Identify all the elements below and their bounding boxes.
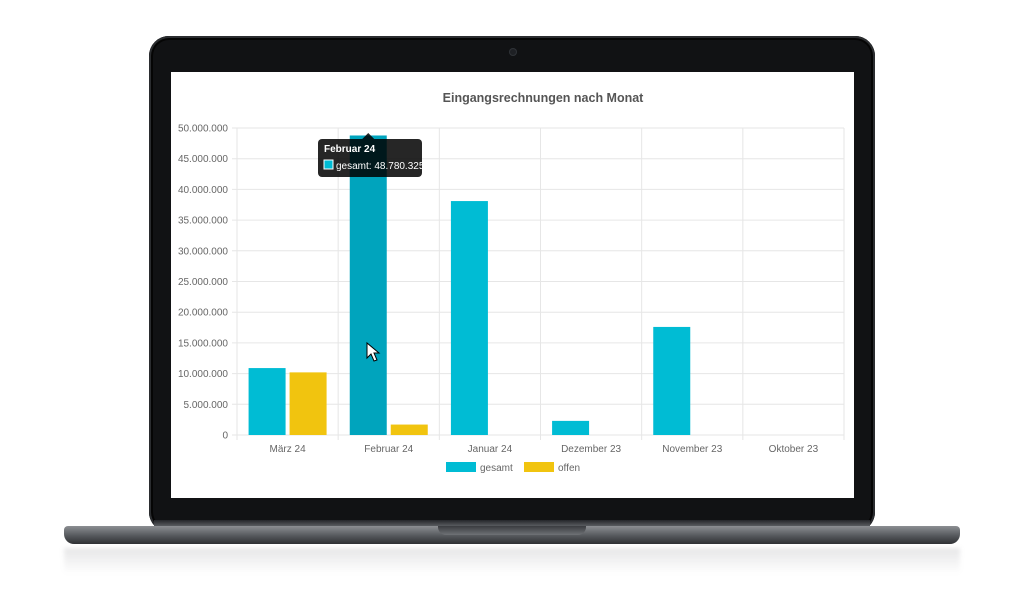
- bar-chart: Eingangsrechnungen nach Monat 50.000.000…: [178, 91, 845, 474]
- y-tick-label: 40.000.000: [178, 185, 228, 196]
- x-tick-label: Januar 24: [468, 444, 513, 455]
- cursor-arrow-icon: [366, 341, 381, 362]
- legend-label-offen[interactable]: offen: [558, 463, 580, 474]
- x-tick-label: November 23: [662, 444, 722, 455]
- x-axis: März 24 Februar 24 Januar 24 Dezember 23 Nov…: [270, 444, 819, 455]
- x-tick-label: Oktober 23: [769, 444, 819, 455]
- bar-offen[interactable]: [289, 372, 327, 435]
- y-tick-label: 20.000.000: [178, 308, 228, 319]
- laptop-notch: [438, 526, 586, 535]
- bar-offen[interactable]: [390, 424, 428, 435]
- legend-label-gesamt[interactable]: gesamt: [480, 463, 513, 474]
- bar-gesamt[interactable]: [552, 420, 590, 435]
- bar-gesamt[interactable]: [450, 201, 488, 435]
- y-tick-label: 5.000.000: [184, 400, 229, 411]
- tooltip: Februar 24 gesamt: 48.780.325: [318, 133, 425, 177]
- y-tick-label: 50.000.000: [178, 124, 228, 135]
- screen: Eingangsrechnungen nach Monat 50.000.000…: [171, 72, 854, 498]
- chart-grid: [232, 127, 845, 440]
- legend-swatch-offen: [524, 462, 554, 472]
- y-axis: 50.000.000 45.000.000 40.000.000 35.000.000…: [178, 124, 229, 442]
- chart-title: Eingangsrechnungen nach Monat: [443, 91, 645, 105]
- x-tick-label: Februar 24: [364, 444, 413, 455]
- y-tick-label: 35.000.000: [178, 216, 228, 227]
- y-tick-label: 15.000.000: [178, 338, 228, 349]
- legend: gesamt offen: [446, 462, 580, 474]
- bars: [248, 135, 691, 435]
- tooltip-title: Februar 24: [324, 144, 376, 155]
- y-tick-label: 30.000.000: [178, 246, 228, 257]
- tooltip-value: gesamt: 48.780.325: [336, 161, 425, 172]
- bar-gesamt[interactable]: [248, 368, 286, 435]
- laptop-base: [64, 526, 960, 544]
- tooltip-box: [318, 139, 422, 177]
- bar-gesamt[interactable]: [653, 326, 691, 435]
- x-tick-label: Dezember 23: [561, 444, 621, 455]
- camera-icon: [509, 48, 517, 56]
- x-tick-label: März 24: [270, 444, 307, 455]
- legend-swatch-gesamt: [446, 462, 476, 472]
- laptop-reflection: [64, 548, 960, 574]
- y-tick-label: 10.000.000: [178, 369, 228, 380]
- tooltip-caret: [362, 133, 375, 139]
- y-tick-label: 25.000.000: [178, 277, 228, 288]
- mouse-cursor-icon: [366, 341, 381, 362]
- tooltip-swatch: [323, 159, 334, 170]
- laptop-hinge: [154, 520, 870, 528]
- y-tick-label: 45.000.000: [178, 154, 228, 165]
- bar-gesamt[interactable]: [349, 135, 387, 435]
- y-tick-label: 0: [222, 431, 228, 442]
